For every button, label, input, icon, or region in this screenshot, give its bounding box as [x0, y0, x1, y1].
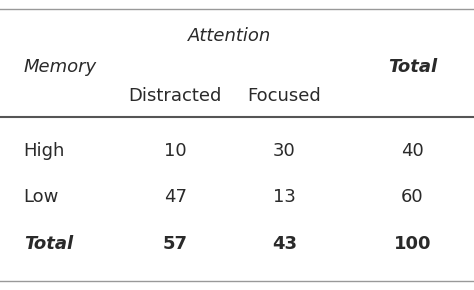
Text: 47: 47 — [164, 188, 187, 206]
Text: Low: Low — [24, 188, 59, 206]
Text: Distracted: Distracted — [129, 87, 222, 105]
Text: Total: Total — [24, 235, 73, 253]
Text: 43: 43 — [272, 235, 297, 253]
Text: High: High — [24, 142, 65, 160]
Text: Focused: Focused — [247, 87, 321, 105]
Text: Attention: Attention — [188, 27, 272, 45]
Text: 100: 100 — [393, 235, 431, 253]
Text: 13: 13 — [273, 188, 296, 206]
Text: 60: 60 — [401, 188, 424, 206]
Text: 40: 40 — [401, 142, 424, 160]
Text: Total: Total — [388, 58, 437, 76]
Text: 10: 10 — [164, 142, 187, 160]
Text: 30: 30 — [273, 142, 296, 160]
Text: 57: 57 — [163, 235, 188, 253]
Text: Memory: Memory — [24, 58, 97, 76]
